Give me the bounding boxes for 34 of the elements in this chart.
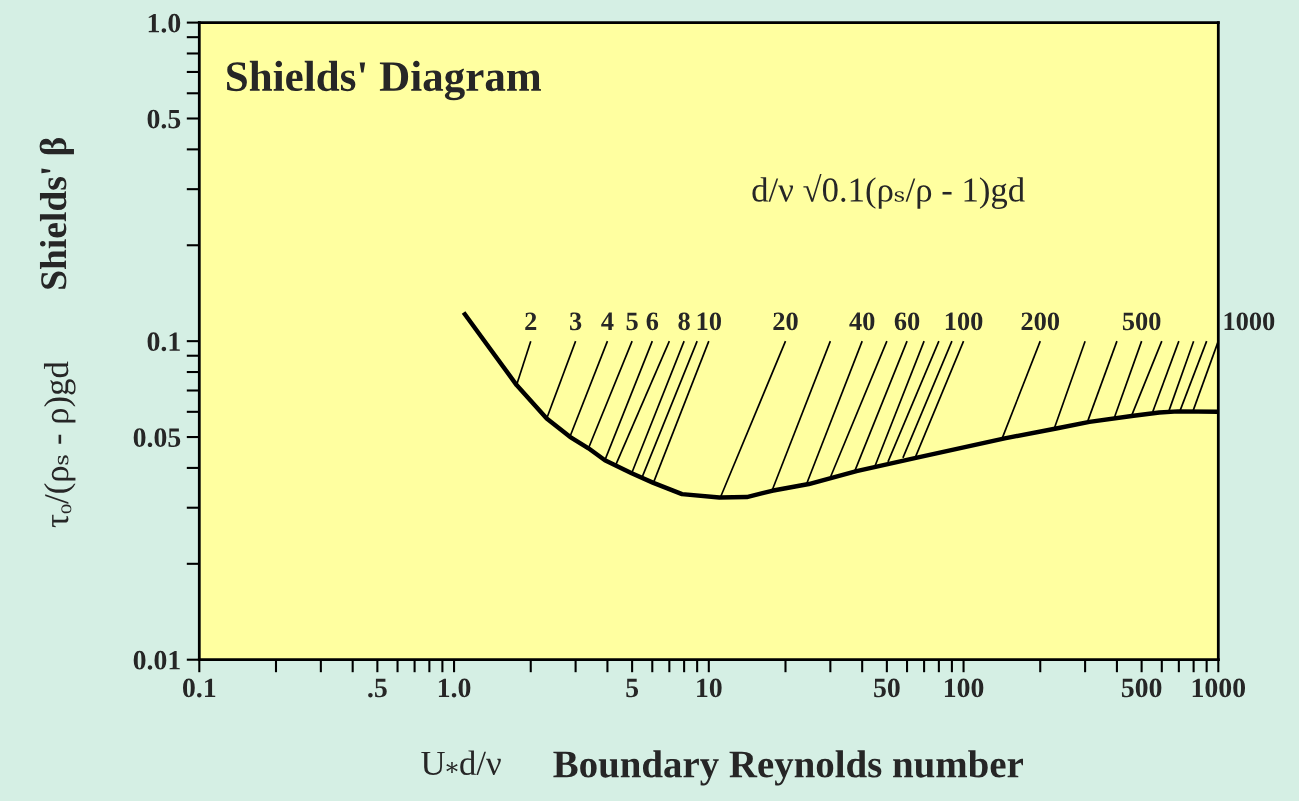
y-axis-title: Shields' β (39, 137, 74, 289)
series-label: 3 (570, 312, 582, 331)
text: Shields' Diagram (227, 60, 542, 101)
series-label: 5 (626, 312, 638, 331)
y-tick-label: 0.5 (147, 109, 181, 129)
y-tick-label: 1.0 (148, 13, 181, 33)
y-tick-label: 0.05 (133, 428, 181, 448)
series-label: 4 (601, 312, 614, 330)
series-label: 60 (894, 312, 920, 331)
y-tick-label: 0.1 (147, 332, 180, 352)
x-tick-label: 0.1 (183, 678, 216, 698)
x-tick-label: 1000 (1192, 678, 1246, 698)
x-tick-label: .5 (368, 678, 387, 698)
x-tick-label: 500 (1121, 678, 1162, 698)
x-tick-label: 5 (626, 678, 639, 698)
annotation: d/ν √0.1(ρₛ/ρ - 1)gd (752, 173, 1025, 209)
series-label: 1000 (1224, 312, 1275, 331)
x-tick-label: 50 (874, 678, 900, 698)
text: τₒ/(ρₛ - ρ)gd (43, 361, 76, 528)
x-tick-label: 1.0 (438, 678, 471, 698)
y-tick-label: 0.01 (133, 650, 180, 670)
series-label: 200 (1021, 312, 1060, 331)
series-label: 2 (525, 312, 537, 330)
series-label: 20 (773, 312, 798, 331)
text: U$_{*}$d/ν (421, 750, 501, 776)
series-label: 10 (697, 312, 721, 331)
x-tick-label: 100 (944, 678, 984, 698)
x-tick-label: 10 (697, 678, 722, 698)
x-axis-title: Boundary Reynolds number (553, 750, 1023, 786)
series-label: 100 (945, 312, 983, 331)
series-label: 500 (1122, 312, 1161, 331)
series-label: 6 (646, 312, 659, 331)
series-label: 8 (678, 312, 690, 331)
series-label: 40 (849, 312, 875, 331)
